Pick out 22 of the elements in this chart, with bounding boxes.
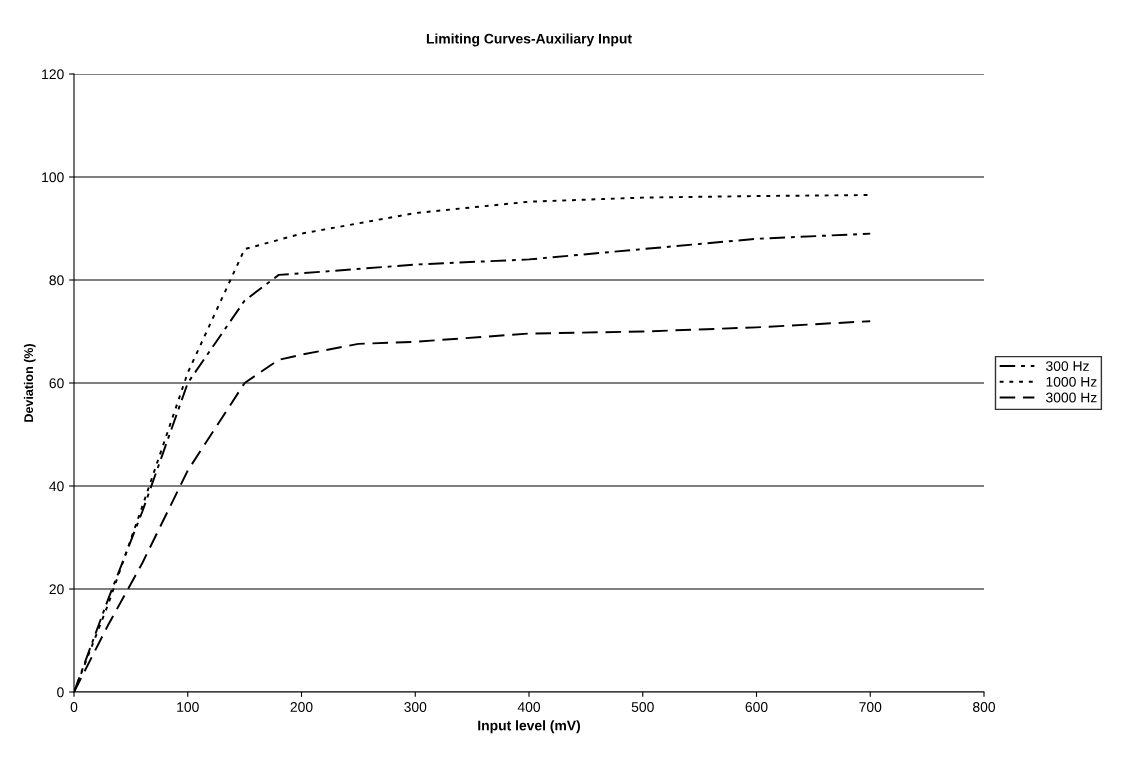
x-tick-label: 200	[290, 702, 313, 712]
x-tick-label: 500	[631, 702, 654, 712]
legend-label: 1000 Hz	[1046, 376, 1097, 387]
x-tick-label: 800	[973, 702, 996, 712]
x-tick-label: 400	[517, 702, 541, 712]
y-tick-label: 80	[49, 275, 64, 286]
y-tick-label: 40	[49, 481, 64, 492]
y-tick-label: 120	[42, 69, 64, 80]
x-tick-label: 0	[70, 702, 78, 712]
y-tick-label: 60	[49, 378, 64, 389]
y-tick-label: 20	[49, 584, 64, 595]
legend-label: 3000 Hz	[1046, 392, 1097, 403]
y-tick-label: 0	[57, 687, 64, 698]
x-tick-label: 300	[404, 702, 427, 712]
x-tick-label: 600	[745, 702, 768, 712]
y-tick-label: 100	[42, 172, 64, 183]
chart-title: Limiting Curves-Auxiliary Input	[426, 33, 632, 47]
x-tick-label: 700	[859, 702, 882, 712]
y-axis-title: Deviation (%)	[23, 344, 36, 422]
legend-label: 300 Hz	[1046, 361, 1089, 371]
x-axis-title: Input level (mV)	[478, 720, 581, 734]
x-tick-label: 100	[177, 702, 199, 712]
